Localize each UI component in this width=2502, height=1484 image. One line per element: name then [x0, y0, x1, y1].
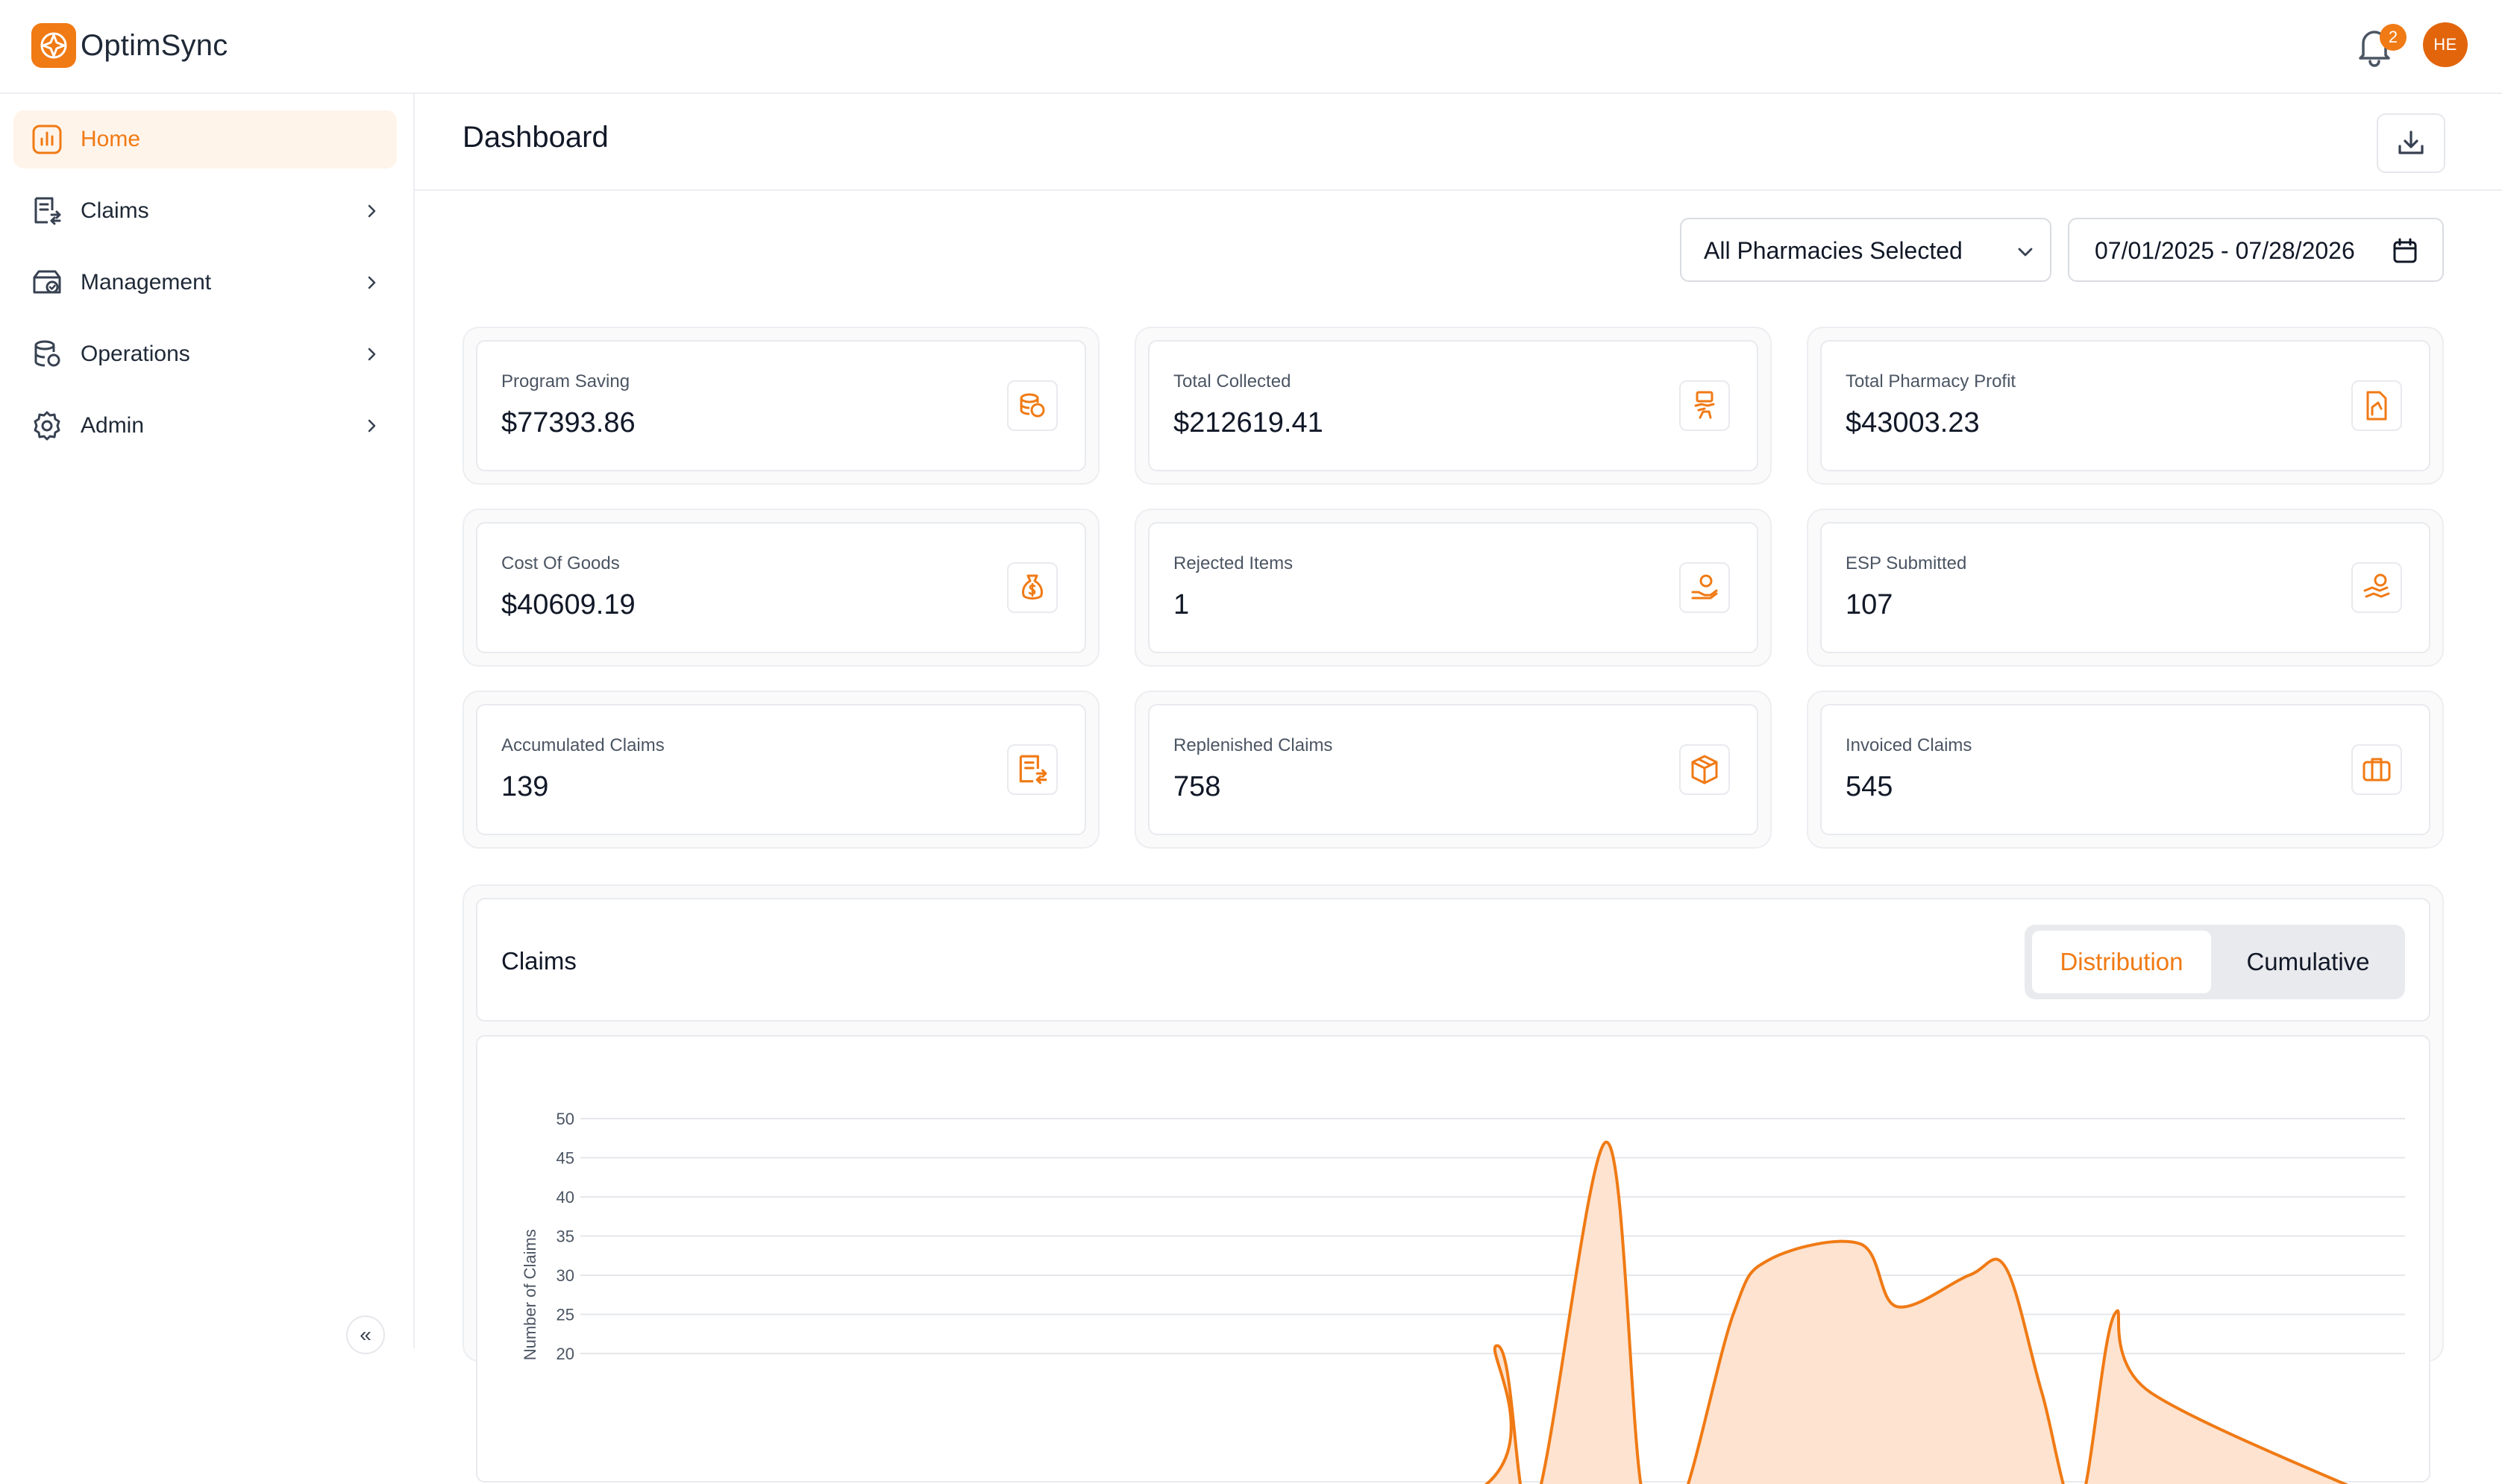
stat-label: Invoiced Claims: [1846, 735, 1972, 755]
sidebar-item-label: Management: [81, 270, 212, 295]
view-toggle: Distribution Cumulative: [2025, 925, 2405, 999]
sidebar-item-label: Admin: [81, 413, 145, 438]
y-tick-label: 50: [556, 1110, 574, 1128]
sidebar-item-home[interactable]: Home: [13, 110, 397, 169]
stat-label: Total Collected: [1173, 371, 1291, 392]
stat-card-accumulated-claims: Accumulated Claims 139: [463, 691, 1100, 849]
stat-card-body: Accumulated Claims 139: [476, 704, 1086, 835]
management-icon: [33, 270, 61, 294]
sidebar-item-label: Claims: [81, 198, 149, 223]
bar-chart-icon: [32, 125, 62, 154]
stat-value: 1: [1173, 589, 1190, 620]
date-range-value: 07/01/2025 - 07/28/2026: [2095, 237, 2355, 264]
pharmacy-select[interactable]: All Pharmacies Selected: [1680, 218, 2051, 282]
stat-card-body: ESP Submitted 107: [1820, 522, 2430, 653]
page-header: Dashboard: [415, 94, 2502, 191]
y-tick-label: 30: [556, 1266, 574, 1285]
stat-value: 758: [1173, 771, 1221, 802]
y-tick-label: 35: [556, 1227, 574, 1246]
sidebar-item-label: Operations: [81, 342, 190, 366]
stat-card-esp-submitted: ESP Submitted 107: [1807, 509, 2444, 667]
chevron-right-icon: [368, 276, 376, 289]
stat-card-rejected-items: Rejected Items 1: [1135, 509, 1772, 667]
stat-label: Program Saving: [501, 371, 630, 392]
stat-value: 139: [501, 771, 549, 802]
stat-label: Replenished Claims: [1173, 735, 1333, 755]
y-tick-label: 20: [556, 1345, 574, 1363]
stat-value: $77393.86: [501, 407, 636, 438]
app-name: OptimSync: [81, 28, 228, 62]
stat-card-replenished-claims: Replenished Claims 758: [1135, 691, 1772, 849]
money-hand-icon: [2351, 562, 2402, 613]
stat-label: ESP Submitted: [1846, 553, 1967, 573]
sidebar-item-admin[interactable]: Admin: [13, 397, 397, 455]
money-bag-icon: [1007, 562, 1058, 613]
stat-card-cost-of-goods: Cost Of Goods $40609.19: [463, 509, 1100, 667]
coins-icon: [1007, 380, 1058, 431]
claims-panel-title: Claims: [501, 947, 577, 975]
y-tick-label: 40: [556, 1188, 574, 1207]
sidebar-item-operations[interactable]: Operations: [13, 325, 397, 383]
logo-mark-icon: [31, 23, 76, 68]
claims-icon: [1007, 744, 1058, 795]
stat-card-invoiced-claims: Invoiced Claims 545: [1807, 691, 2444, 849]
sidebar: Home Claims Management Operations: [0, 94, 415, 1348]
stat-card-body: Rejected Items 1: [1148, 522, 1758, 653]
claims-chart-svg: 20 25 30 35 40 45 50 Number of Claims: [521, 1110, 2405, 1484]
collapse-sidebar-button[interactable]: «: [346, 1315, 385, 1354]
stat-card-total-collected: Total Collected $212619.41: [1135, 327, 1772, 485]
stat-label: Cost Of Goods: [501, 553, 620, 573]
stat-card-body: Total Pharmacy Profit $43003.23: [1820, 340, 2430, 471]
stat-value: $43003.23: [1846, 407, 1980, 438]
stat-value: 107: [1846, 589, 1893, 620]
stat-card-total-pharmacy-profit: Total Pharmacy Profit $43003.23: [1807, 327, 2444, 485]
chevron-right-icon: [368, 204, 376, 218]
package-icon: [1679, 744, 1730, 795]
stat-card-body: Total Collected $212619.41: [1148, 340, 1758, 471]
sidebar-item-management[interactable]: Management: [13, 254, 397, 312]
stat-label: Accumulated Claims: [501, 735, 665, 755]
gear-icon: [34, 411, 60, 441]
briefcase-icon: [2351, 744, 2402, 795]
profit-document-icon: [2351, 380, 2402, 431]
stat-label: Rejected Items: [1173, 553, 1294, 573]
sidebar-item-label: Home: [81, 127, 141, 151]
stat-card-body: Program Saving $77393.86: [476, 340, 1086, 471]
stat-card-body: Invoiced Claims 545: [1820, 704, 2430, 835]
stat-value: $40609.19: [501, 589, 636, 620]
stat-card-body: Cost Of Goods $40609.19: [476, 522, 1086, 653]
top-bar: OptimSync 2 HE: [0, 0, 2502, 94]
y-axis-label: Number of Claims: [521, 1229, 539, 1360]
tab-distribution[interactable]: Distribution: [2032, 931, 2211, 993]
y-tick-label: 25: [556, 1306, 574, 1324]
hand-user-icon: [1679, 562, 1730, 613]
tab-cumulative[interactable]: Cumulative: [2246, 948, 2370, 975]
chevron-down-icon: [2018, 248, 2033, 257]
stat-value: 545: [1846, 771, 1893, 802]
database-icon: [34, 340, 60, 367]
stat-value: $212619.41: [1173, 407, 1323, 438]
app-logo[interactable]: OptimSync: [31, 22, 228, 69]
claims-panel-header: Claims Distribution Cumulative: [476, 898, 2430, 1022]
sidebar-item-claims[interactable]: Claims: [13, 182, 397, 240]
avatar[interactable]: HE: [2423, 22, 2468, 67]
claims-chart: 20 25 30 35 40 45 50 Number of Claims: [476, 1035, 2430, 1484]
money-collect-icon: [1679, 380, 1730, 431]
pharmacy-select-value: All Pharmacies Selected: [1704, 237, 1963, 264]
date-range-picker[interactable]: 07/01/2025 - 07/28/2026: [2068, 218, 2444, 282]
download-button[interactable]: [2377, 113, 2445, 173]
calendar-icon: [2393, 238, 2417, 263]
chevron-right-icon: [368, 348, 376, 361]
download-icon: [2398, 131, 2424, 154]
stat-label: Total Pharmacy Profit: [1846, 371, 2016, 392]
y-tick-label: 45: [556, 1149, 574, 1168]
chevron-right-icon: [368, 419, 376, 433]
claims-icon: [34, 197, 61, 225]
stat-card-body: Replenished Claims 758: [1148, 704, 1758, 835]
page-title: Dashboard: [463, 121, 609, 154]
claims-panel: Claims Distribution Cumulative 20 25 30 35 4…: [463, 884, 2444, 1484]
stat-card-program-saving: Program Saving $77393.86: [463, 327, 1100, 485]
notification-badge: 2: [2380, 24, 2407, 51]
claims-area-fill: [1486, 1142, 2345, 1484]
